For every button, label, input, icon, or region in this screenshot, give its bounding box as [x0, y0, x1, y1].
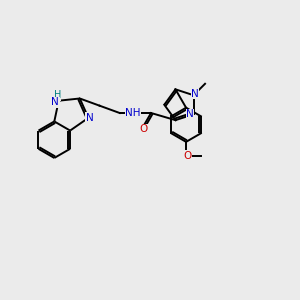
Text: N: N [51, 97, 59, 107]
Text: N: N [191, 89, 199, 99]
Text: N: N [186, 109, 194, 119]
Text: NH: NH [125, 108, 140, 118]
Text: H: H [54, 90, 61, 100]
Text: O: O [183, 151, 192, 161]
Text: N: N [86, 113, 94, 123]
Text: O: O [140, 124, 148, 134]
